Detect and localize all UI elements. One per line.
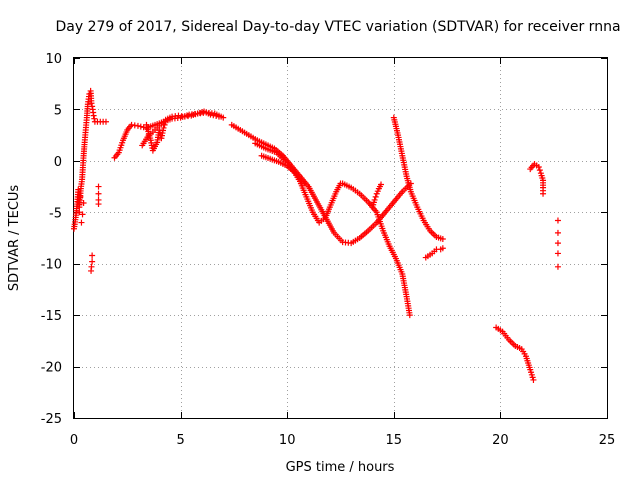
- y-tick-label: -15: [41, 309, 62, 324]
- data-point: [540, 190, 547, 197]
- data-point: [102, 118, 109, 125]
- data-point: [536, 167, 543, 174]
- data-point: [79, 211, 86, 218]
- data-point: [75, 199, 82, 205]
- y-tick-label: 10: [45, 52, 62, 67]
- data-point: [160, 124, 167, 131]
- data-point: [80, 200, 87, 207]
- data-point: [210, 112, 217, 119]
- data-point: [535, 164, 542, 171]
- x-tick-label: 0: [70, 433, 78, 448]
- y-tick-label: -5: [49, 206, 62, 221]
- data-point: [89, 252, 96, 259]
- data-point: [207, 111, 214, 118]
- data-point: [90, 112, 97, 119]
- y-axis-label: SDTVAR / TECUs: [7, 185, 22, 292]
- data-point: [215, 113, 222, 120]
- data-point: [371, 196, 378, 203]
- data-point: [372, 193, 379, 200]
- data-point: [439, 236, 446, 243]
- axis-ticks: [74, 58, 608, 419]
- data-point: [78, 219, 85, 226]
- data-point: [301, 180, 308, 187]
- y-tick-label: 5: [54, 103, 62, 118]
- data-point: [88, 267, 95, 274]
- data-point: [89, 258, 96, 265]
- x-axis-label: GPS time / hours: [286, 460, 395, 475]
- tick-labels: 0 5 10 15 20 25 10 5 0 -5 -10 -15 -20 -25: [41, 52, 616, 448]
- plot-frame: [73, 57, 608, 419]
- data-point: [95, 190, 102, 197]
- y-tick-label: -20: [41, 361, 62, 376]
- x-tick-label: 5: [176, 433, 184, 448]
- data-point: [554, 263, 561, 270]
- data-point: [530, 376, 537, 383]
- data-point: [95, 183, 102, 190]
- data-point: [89, 103, 96, 110]
- data-point: [91, 115, 98, 122]
- data-point: [88, 100, 95, 107]
- data-point: [554, 217, 561, 224]
- chart-title: Day 279 of 2017, Sidereal Day-to-day VTE…: [55, 19, 620, 35]
- y-tick-label: -25: [41, 412, 62, 427]
- x-tick-label: 15: [386, 433, 403, 448]
- data-point: [77, 193, 84, 200]
- data-points: [71, 87, 561, 383]
- data-point: [76, 209, 83, 216]
- data-point: [161, 121, 168, 128]
- x-tick-label: 20: [492, 433, 509, 448]
- data-point: [439, 245, 446, 252]
- data-point: [554, 250, 561, 257]
- data-point: [554, 240, 561, 247]
- data-point: [134, 122, 141, 129]
- data-point: [378, 181, 385, 188]
- x-tick-label: 10: [279, 433, 296, 448]
- data-point: [95, 201, 102, 208]
- y-tick-label: 0: [54, 155, 62, 170]
- x-tick-label: 25: [599, 433, 616, 448]
- data-point: [137, 123, 144, 130]
- data-point: [220, 114, 227, 121]
- data-point: [213, 112, 220, 119]
- data-point: [406, 312, 413, 319]
- data-point: [554, 229, 561, 236]
- data-point: [162, 118, 169, 125]
- y-tick-label: -10: [41, 258, 62, 273]
